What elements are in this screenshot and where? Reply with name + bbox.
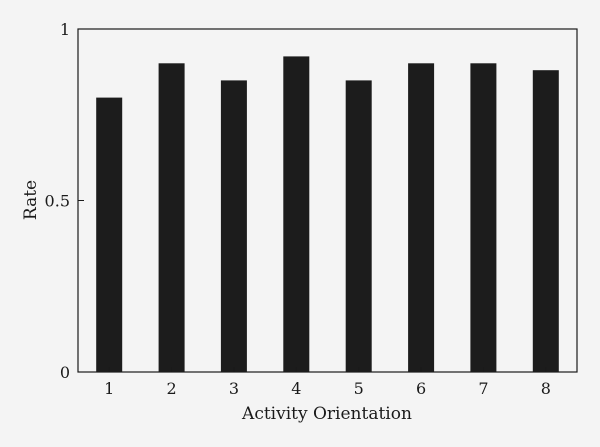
bar-8 bbox=[532, 70, 559, 372]
bar-4 bbox=[283, 56, 310, 373]
bar-2 bbox=[158, 63, 185, 373]
x-tick-label: 7 bbox=[478, 379, 488, 398]
y-tick-label: 0.5 bbox=[45, 192, 70, 211]
x-axis: 1 2 3 4 5 6 7 8 bbox=[104, 367, 551, 398]
x-tick-label: 4 bbox=[291, 379, 301, 398]
x-tick-label: 6 bbox=[416, 379, 426, 398]
y-tick-label: 1 bbox=[60, 20, 70, 39]
bar-7 bbox=[470, 63, 497, 373]
x-tick-label: 3 bbox=[229, 379, 239, 398]
x-tick-label: 1 bbox=[104, 379, 114, 398]
x-tick-label: 5 bbox=[354, 379, 364, 398]
y-tick-label: 0 bbox=[60, 363, 70, 382]
bar-5 bbox=[345, 80, 372, 373]
bar-3 bbox=[220, 80, 247, 373]
bar-1 bbox=[96, 97, 123, 372]
y-axis-title: Rate bbox=[21, 180, 41, 220]
x-tick-label: 8 bbox=[541, 379, 551, 398]
bar-6 bbox=[408, 63, 435, 373]
y-axis: 00.51 bbox=[45, 20, 84, 382]
x-tick-label: 2 bbox=[166, 379, 176, 398]
bars-group bbox=[96, 56, 559, 373]
plot-area bbox=[77, 28, 578, 373]
x-axis-title: Activity Orientation bbox=[241, 404, 412, 424]
